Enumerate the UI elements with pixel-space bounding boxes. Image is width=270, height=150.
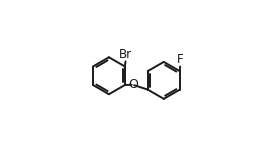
Text: O: O	[128, 78, 138, 91]
Text: F: F	[177, 53, 183, 66]
Text: Br: Br	[119, 48, 132, 60]
